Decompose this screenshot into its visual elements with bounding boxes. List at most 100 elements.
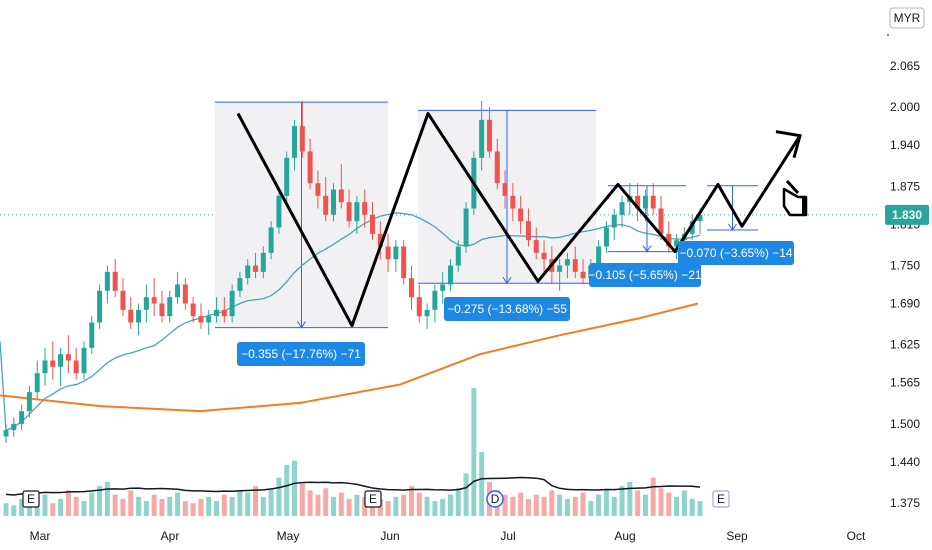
volume-bar (502, 494, 508, 516)
candle-body (346, 202, 352, 222)
candle-body (143, 297, 149, 310)
earnings-marker (364, 490, 382, 508)
volume-bar (214, 501, 220, 516)
volume-bar (299, 484, 305, 516)
candle-body (416, 297, 422, 317)
candle-body (689, 221, 695, 234)
volume-bar (354, 494, 360, 516)
volume-bar (253, 486, 259, 516)
volume-bar (128, 490, 134, 516)
volume-bar (666, 492, 672, 516)
candle-body (401, 246, 407, 279)
volume-bar (393, 496, 399, 516)
volume-bar (307, 490, 313, 516)
volume-bar (136, 496, 142, 516)
volume-bar (338, 492, 344, 516)
dividend-marker (486, 490, 504, 508)
volume-bar (689, 498, 695, 516)
price-axis[interactable]: MYR2.0652.0001.9401.8751.8151.7501.6901.… (885, 0, 932, 550)
volume-bar (377, 498, 383, 516)
candle-body (424, 309, 430, 317)
candle-body (136, 309, 142, 323)
volume-bar (198, 498, 204, 516)
candle-body (432, 290, 438, 310)
measure-arrow (642, 245, 652, 253)
measure-label-text: −0.070 (−3.65%) −14 (679, 246, 792, 260)
measure-label-box (237, 342, 365, 366)
volume-bar (143, 501, 149, 516)
candle-body (494, 151, 500, 184)
x-tick-label: Aug (614, 529, 635, 543)
volume-bar (510, 496, 516, 516)
volume-bar (518, 492, 524, 516)
volume-bar (73, 496, 79, 516)
y-tick-label: 1.565 (890, 376, 920, 390)
candle-body (666, 233, 672, 247)
zigzag-pattern (236, 112, 802, 328)
volume-bar (658, 488, 664, 516)
volume-bar (260, 496, 266, 516)
event-marker-text: E (27, 492, 35, 506)
current-price-badge (885, 204, 929, 225)
candle-body (284, 157, 290, 196)
zigzag-arrowhead (775, 130, 802, 159)
volume-bar (190, 503, 196, 516)
candle-body (440, 284, 446, 291)
candle-body (50, 360, 56, 367)
y-tick-label: 1.940 (890, 138, 920, 152)
candle-body (572, 259, 578, 272)
currency-badge (889, 7, 925, 29)
measure-arrow (502, 276, 512, 285)
volume-bar (432, 501, 438, 516)
y-tick-label: 1.500 (890, 417, 920, 431)
candle-body (697, 214, 703, 222)
volume-bar (401, 494, 407, 516)
candle-body (237, 278, 243, 291)
candle-body (533, 240, 539, 253)
volume-bar (557, 494, 563, 516)
volume-bar (385, 501, 391, 516)
candle-body (299, 126, 305, 152)
x-tick-label: Oct (847, 529, 866, 543)
candle-body (338, 189, 344, 203)
volume-bar (603, 490, 609, 516)
measure-label-text: −0.355 (−17.76%) −71 (241, 347, 361, 361)
candlesticks (3, 100, 703, 443)
measure-label-text: −0.275 (−13.68%) −55 (447, 302, 567, 316)
y-tick-label: 2.000 (890, 100, 920, 114)
volume-bar (104, 481, 110, 516)
candle-body (315, 183, 321, 196)
volume-bar (525, 498, 531, 516)
candle-body (564, 259, 570, 266)
volume-bar (65, 490, 71, 516)
measure-label-box (589, 263, 701, 287)
candle-body (354, 202, 360, 222)
volume-bar (619, 486, 625, 516)
volume-bar (120, 498, 126, 516)
candle-body (611, 214, 617, 228)
candle-body (276, 195, 282, 228)
volume-bar (674, 496, 680, 516)
candle-body (190, 303, 196, 317)
volume-bar (284, 464, 290, 516)
volume-bar (19, 498, 25, 516)
candle-body (393, 246, 399, 260)
volume-bar (97, 486, 103, 516)
candle-body (642, 195, 648, 209)
candle-body (198, 316, 204, 323)
candle-body (635, 195, 641, 209)
volume-bar (463, 473, 469, 516)
volume-bar (447, 494, 453, 516)
time-axis[interactable]: Mar Apr May Jun Jul Aug Sep Oct (30, 529, 866, 543)
candle-body (221, 309, 227, 317)
candle-body (541, 252, 547, 260)
volume-bar (549, 490, 555, 516)
candle-body (175, 284, 181, 298)
volume-bar (3, 503, 9, 516)
zigzag-line (236, 112, 802, 328)
candle-body (65, 354, 71, 361)
volume-bar (167, 496, 173, 516)
measure-label-text: −0.105 (−5.65%) −21 (588, 268, 701, 282)
candle-body (463, 208, 469, 247)
